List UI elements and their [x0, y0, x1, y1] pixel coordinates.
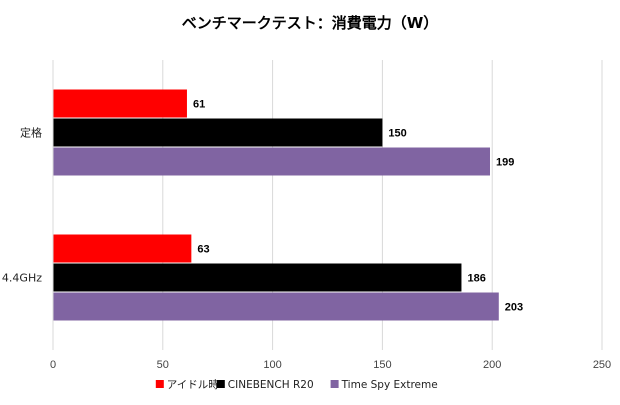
legend-label: アイドル時 — [167, 379, 219, 391]
legend-label: CINEBENCH R20 — [228, 379, 314, 391]
legend-item: CINEBENCH R20 — [216, 379, 314, 391]
bar — [53, 89, 187, 118]
legend-swatch — [216, 380, 225, 388]
bar — [53, 147, 491, 176]
category-label: 4.4GHz — [2, 272, 42, 285]
bar — [53, 118, 383, 147]
data-label: 199 — [496, 157, 514, 169]
x-tick-label: 250 — [593, 359, 611, 371]
x-tick-label: 50 — [157, 359, 169, 371]
x-tick-label: 200 — [483, 359, 501, 371]
x-tick-label: 150 — [373, 359, 391, 371]
data-label: 186 — [467, 273, 485, 285]
legend-item: アイドル時 — [155, 379, 219, 391]
bars — [53, 89, 499, 321]
bar — [53, 234, 192, 263]
data-label: 203 — [505, 302, 523, 314]
legend-swatch — [155, 380, 164, 388]
x-tick-label: 100 — [263, 359, 281, 371]
chart-title: ベンチマークテスト：消費電力（W） — [182, 14, 439, 32]
data-labels: 61 150 199 63 186 203 — [193, 99, 523, 314]
legend-label: Time Spy Extreme — [341, 379, 438, 391]
legend-swatch — [330, 380, 339, 388]
data-label: 63 — [197, 244, 209, 256]
data-label: 61 — [193, 99, 205, 111]
category-label: 定格 — [20, 126, 42, 140]
data-label: 150 — [388, 128, 406, 140]
bar — [53, 292, 499, 321]
legend-item: Time Spy Extreme — [330, 379, 438, 391]
x-tick-label: 0 — [50, 359, 56, 371]
bar — [53, 263, 462, 292]
axes: 0 50 100 150 200 250 定格 4.4GHz — [2, 60, 611, 371]
legend: アイドル時 CINEBENCH R20 Time Spy Extreme — [155, 379, 438, 391]
